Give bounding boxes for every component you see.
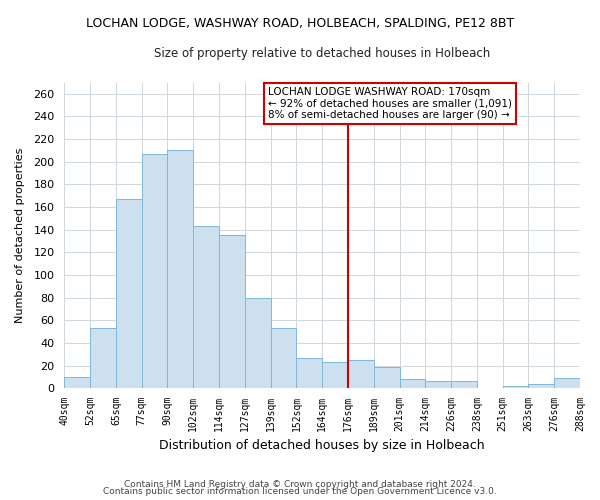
Bar [529,384,554,388]
Bar [374,367,400,388]
Bar [322,362,348,388]
Bar [64,377,90,388]
Bar [554,378,580,388]
Bar [245,298,271,388]
Bar [219,236,245,388]
Text: LOCHAN LODGE WASHWAY ROAD: 170sqm
← 92% of detached houses are smaller (1,091)
8: LOCHAN LODGE WASHWAY ROAD: 170sqm ← 92% … [268,87,512,120]
Bar [90,328,116,388]
Bar [451,382,477,388]
Bar [116,199,142,388]
Bar [167,150,193,388]
Title: Size of property relative to detached houses in Holbeach: Size of property relative to detached ho… [154,48,490,60]
Bar [142,154,167,388]
Bar [503,386,529,388]
Text: Contains HM Land Registry data © Crown copyright and database right 2024.: Contains HM Land Registry data © Crown c… [124,480,476,489]
Bar [425,382,451,388]
X-axis label: Distribution of detached houses by size in Holbeach: Distribution of detached houses by size … [160,440,485,452]
Bar [193,226,219,388]
Text: Contains public sector information licensed under the Open Government Licence v3: Contains public sector information licen… [103,487,497,496]
Bar [271,328,296,388]
Bar [348,360,374,388]
Bar [400,379,425,388]
Bar [296,358,322,388]
Text: LOCHAN LODGE, WASHWAY ROAD, HOLBEACH, SPALDING, PE12 8BT: LOCHAN LODGE, WASHWAY ROAD, HOLBEACH, SP… [86,18,514,30]
Y-axis label: Number of detached properties: Number of detached properties [15,148,25,323]
